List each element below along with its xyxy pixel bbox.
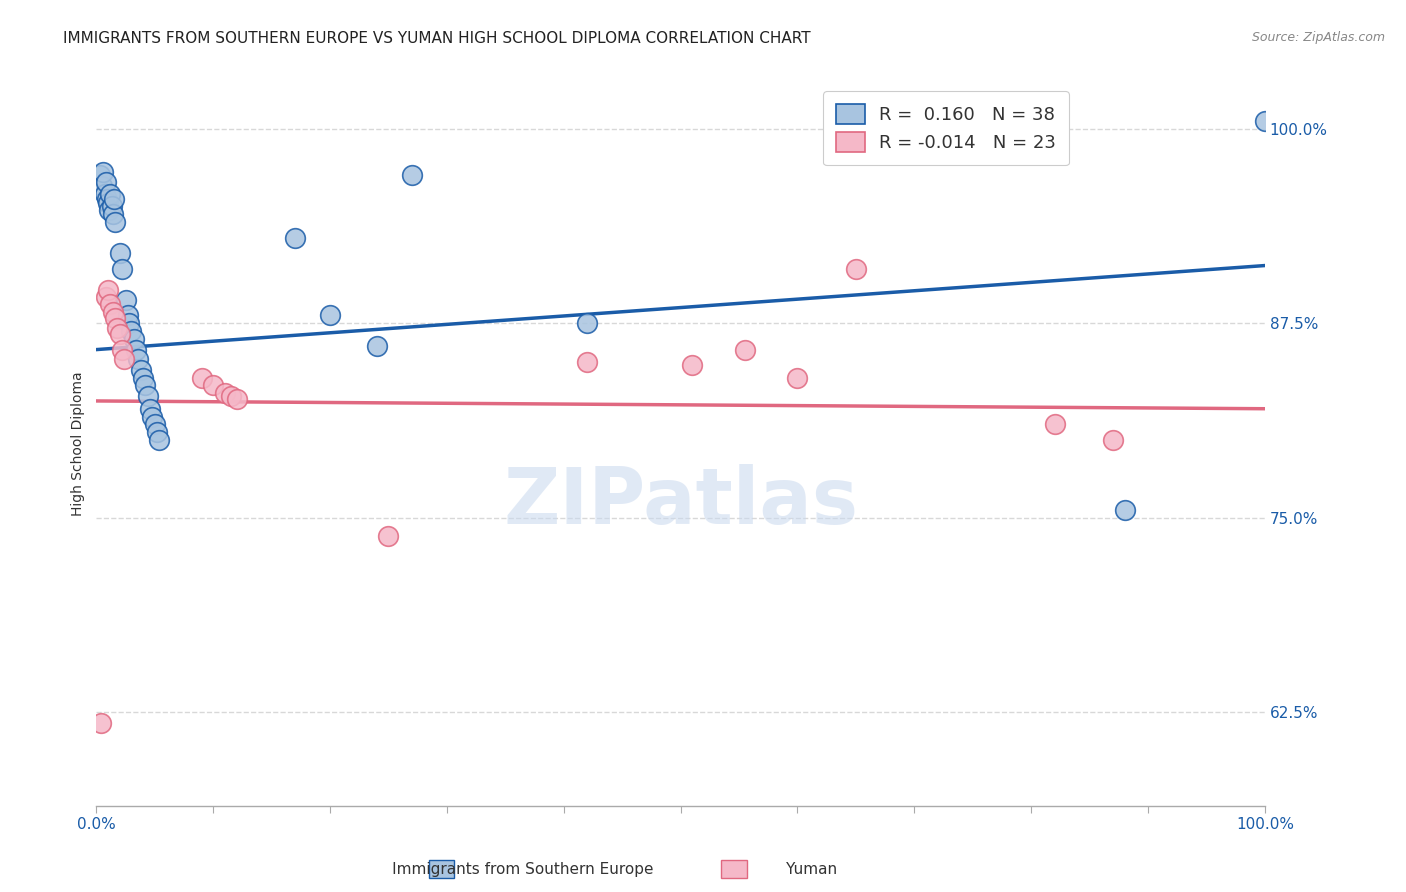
Text: IMMIGRANTS FROM SOUTHERN EUROPE VS YUMAN HIGH SCHOOL DIPLOMA CORRELATION CHART: IMMIGRANTS FROM SOUTHERN EUROPE VS YUMAN… xyxy=(63,31,811,46)
Point xyxy=(734,343,756,357)
Point xyxy=(576,355,599,369)
Point xyxy=(576,316,599,330)
Point xyxy=(117,309,139,323)
Point xyxy=(1114,503,1136,517)
Point xyxy=(125,343,148,357)
Point xyxy=(225,392,247,407)
Point xyxy=(104,311,127,326)
Point xyxy=(108,246,131,260)
Y-axis label: High School Diploma: High School Diploma xyxy=(72,371,86,516)
Point xyxy=(114,293,136,307)
Point xyxy=(104,215,127,229)
Point xyxy=(90,716,112,731)
Text: Source: ZipAtlas.com: Source: ZipAtlas.com xyxy=(1251,31,1385,45)
Point xyxy=(127,351,149,366)
Point xyxy=(214,386,236,401)
Point xyxy=(366,339,388,353)
Point xyxy=(97,284,120,298)
Point xyxy=(103,192,125,206)
Point xyxy=(101,305,124,319)
Point xyxy=(89,169,111,183)
Point xyxy=(1102,433,1125,447)
Point xyxy=(1043,417,1066,432)
Point xyxy=(132,370,155,384)
Point xyxy=(1254,113,1277,128)
Text: ZIPatlas: ZIPatlas xyxy=(503,464,858,540)
Point xyxy=(845,261,868,276)
Point xyxy=(377,529,399,543)
Point xyxy=(111,343,134,357)
Point xyxy=(319,309,342,323)
Point xyxy=(148,433,170,447)
Point xyxy=(91,179,114,194)
Point xyxy=(190,370,212,384)
Point xyxy=(108,326,131,341)
Legend: R =  0.160   N = 38, R = -0.014   N = 23: R = 0.160 N = 38, R = -0.014 N = 23 xyxy=(824,91,1069,165)
Point xyxy=(681,358,703,372)
Point xyxy=(118,316,141,330)
Point xyxy=(94,290,117,304)
Point xyxy=(94,174,117,188)
Point xyxy=(93,165,115,179)
Text: Yuman: Yuman xyxy=(752,863,837,877)
Point xyxy=(139,401,162,416)
Text: Immigrants from Southern Europe: Immigrants from Southern Europe xyxy=(359,863,654,877)
Point xyxy=(284,230,307,244)
Point xyxy=(93,186,115,201)
Point xyxy=(98,202,121,217)
Point xyxy=(100,186,122,201)
Point xyxy=(100,297,122,311)
Point xyxy=(112,351,135,366)
Point xyxy=(134,378,156,392)
Point xyxy=(96,192,118,206)
Point xyxy=(143,417,166,432)
Point xyxy=(129,363,152,377)
Point xyxy=(146,425,169,439)
Point xyxy=(122,332,145,346)
Point xyxy=(120,324,142,338)
Point xyxy=(202,378,225,392)
Point xyxy=(219,389,242,403)
Point xyxy=(105,320,128,334)
Point xyxy=(100,199,122,213)
Point xyxy=(101,207,124,221)
Point xyxy=(141,409,163,424)
Point xyxy=(111,261,134,276)
Point xyxy=(136,389,159,403)
Point xyxy=(401,169,423,183)
Point xyxy=(786,370,808,384)
Point xyxy=(97,196,120,211)
